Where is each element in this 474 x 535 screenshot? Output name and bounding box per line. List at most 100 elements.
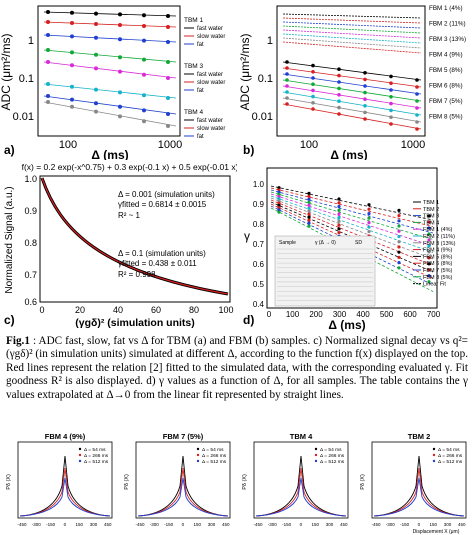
bottom-plot-legend-marker: [432, 453, 436, 457]
panel-c-annot1-line2: γfitted = 0.6814 ± 0.0015: [118, 200, 207, 209]
panel-b-ylabel: ADC (μm²/ms): [238, 34, 252, 111]
panel-b-point: [363, 84, 367, 88]
panel-b-point: [363, 110, 367, 115]
bottom-plot-xtick: -450: [17, 522, 27, 527]
bottom-plot-xtick: -150: [282, 522, 292, 527]
panel-d-point: [307, 212, 311, 216]
panel-a-point: [142, 24, 146, 28]
panel-c-annot1-line3: R² ~ 1: [118, 211, 141, 220]
panel-b-point: [415, 127, 419, 131]
panel-a-point: [142, 38, 146, 43]
bottom-plot-legend-marker: [196, 459, 200, 463]
panel-a-ytick-1: 1: [28, 35, 34, 47]
panel-a-point: [166, 14, 170, 18]
bottom-plot-legend-item: Δ = 512 ms: [438, 459, 463, 465]
bottom-plot-xtick: 300: [208, 522, 216, 527]
panel-c-annot2-line3: R² = 0.998: [118, 270, 156, 279]
panel-a-point: [142, 119, 146, 124]
panel-b-point: [285, 90, 289, 94]
bottom-plot-xtick: -450: [135, 522, 145, 527]
panel-d-fit-line: [270, 187, 434, 227]
bottom-plot-curve: [255, 455, 347, 517]
figure-caption: Fig.1 : ADC fast, slow, fat vs Δ for TBM…: [6, 335, 468, 402]
panel-d-point: [307, 206, 311, 210]
panel-d-point: [307, 191, 311, 195]
panel-b-point: [415, 78, 419, 82]
panel-d-point: [427, 244, 431, 248]
bottom-plot-legend-marker: [196, 453, 200, 457]
bottom-plot-legend-item: Δ = 54 ms: [320, 447, 342, 453]
panel-d-point: [427, 262, 431, 266]
panel-b-point: [285, 66, 289, 70]
panel-d-fit-line: [270, 199, 434, 266]
panel-d-fit-line: [270, 195, 434, 253]
bottom-plot-curve: [137, 455, 229, 517]
panel-a-point: [166, 112, 170, 116]
panel-a-legend: TBM 1 fast water slow water fat TBM 3 fast wa…: [184, 17, 225, 140]
bottom-plot-xtick: -150: [46, 522, 56, 527]
bottom-plot-3: TBM 4 Pδ (X) -450 -300 -150 0 150 300 450 Δ = 54 …: [242, 432, 349, 527]
panel-a-point: [46, 33, 50, 37]
panel-a-series-line: [43, 101, 177, 127]
panel-d-table-col2: γ (Δ → 0): [315, 240, 336, 246]
panel-d-point: [397, 240, 401, 244]
panel-d-point: [397, 261, 401, 265]
bottom-plot-2: FBM 7 (5%) Pδ (X) -450 -300 -150 0 150 300 450 Δ …: [124, 432, 231, 527]
panel-a-point: [166, 96, 170, 100]
panel-a-legend-item: fast water: [197, 26, 223, 32]
panel-a-point: [70, 21, 74, 25]
bottom-plot-curve: [19, 467, 111, 517]
panel-b-point: [311, 82, 315, 86]
panel-a-legend-item: fat: [197, 42, 204, 48]
panel-d-point: [367, 212, 371, 216]
panel-d-fit-line: [270, 189, 434, 234]
panel-a-legend-item: slow water: [197, 34, 225, 40]
panel-a-xtick-1: 100: [59, 139, 77, 151]
bottom-plot-xtick: 450: [222, 522, 230, 527]
panel-d-point: [277, 201, 281, 205]
bottom-plot-legend-marker: [314, 453, 318, 457]
panel-c-annotation-2: Δ = 0.1 (simulation units) γfitted = 0.4…: [118, 249, 206, 279]
bottom-plot-xtick: -300: [32, 522, 42, 527]
bottom-plot-xtick: -450: [371, 522, 381, 527]
panel-a-ylabel: ADC (μm²/ms): [0, 34, 13, 111]
bottom-plot-ylabel: Pδ (X): [6, 474, 12, 490]
panel-a-point: [118, 12, 122, 17]
bottom-plot-xtick: 150: [193, 522, 201, 527]
bottom-plot-xtick: -150: [400, 522, 410, 527]
panel-a-point: [94, 22, 98, 26]
panel-b-point: [337, 67, 341, 71]
panel-d-point: [307, 215, 311, 219]
panel-b-point: [389, 95, 393, 99]
panel-c-annot2-line2: γfitted = 0.438 ± 0.011: [118, 259, 197, 268]
bottom-plot-legend-marker: [432, 447, 436, 451]
panel-a-series-line: [43, 49, 177, 63]
panel-b-series-line: [282, 67, 422, 88]
panel-b-series-line: [282, 25, 422, 34]
bottom-plot-curve: [255, 477, 347, 517]
panel-d-point: [277, 188, 281, 192]
panel-d-point: [397, 208, 401, 212]
panel-c-xtick-3: 40: [113, 305, 123, 315]
panel-d-point: [427, 220, 431, 224]
panel-d-series: [270, 185, 434, 292]
panel-a-point: [46, 100, 50, 104]
bottom-plot-xtick: -300: [268, 522, 278, 527]
panel-a-series-line: [43, 61, 177, 79]
bottom-plot-legend-marker: [314, 459, 318, 463]
panel-b-point: [311, 70, 315, 74]
bottom-plot-title: FBM 7 (5%): [163, 432, 204, 441]
panel-d-xtick: 200: [309, 310, 323, 319]
panel-b-point: [389, 108, 393, 113]
bottom-plot-curve: [137, 467, 229, 517]
panel-a-point: [70, 84, 74, 89]
panel-b-point: [311, 88, 315, 93]
panel-d-legend-item: TBM 4: [423, 220, 439, 226]
bottom-plot-curve: [373, 455, 465, 517]
panel-d-point: [277, 208, 281, 212]
panel-d-point: [427, 214, 431, 218]
panel-d-legend-item: TBM 3: [423, 214, 439, 220]
bottom-plot-legend-marker: [432, 459, 436, 463]
panel-b-series-line: [282, 41, 422, 54]
